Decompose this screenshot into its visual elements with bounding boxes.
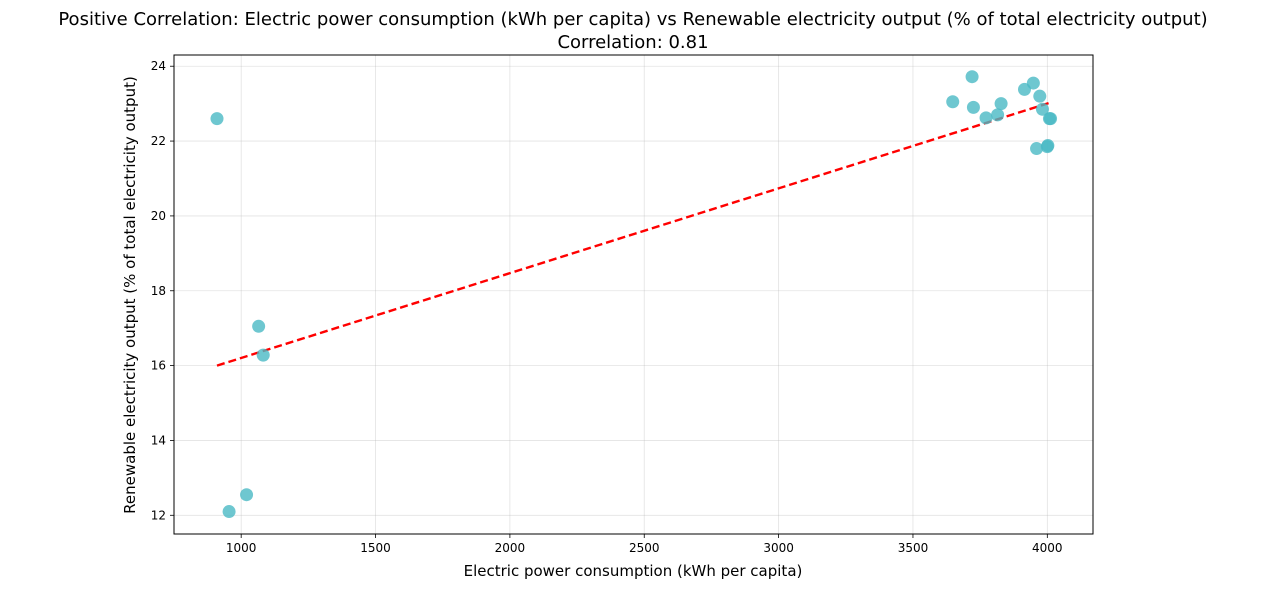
- scatter-point: [1035, 102, 1049, 116]
- scatter-point: [979, 111, 993, 125]
- x-tick-label: 3500: [898, 541, 929, 555]
- y-tick-label: 16: [151, 359, 166, 373]
- scatter-point: [252, 319, 266, 333]
- x-tick-label: 2500: [629, 541, 660, 555]
- plot-frame: [173, 54, 1094, 535]
- trendline-layer: [216, 101, 1051, 367]
- chart-title: Positive Correlation: Electric power con…: [58, 9, 1207, 30]
- scatter-point: [946, 95, 960, 109]
- scatter-point: [210, 112, 224, 126]
- ticks-layer: 1000 1500 2000 2500 3000 3500 4000 12 14 16 18 20 22…: [151, 59, 1063, 555]
- x-tick-label: 3000: [763, 541, 794, 555]
- grid: [174, 55, 1093, 534]
- y-axis-label: Renewable electricity output (% of total…: [121, 76, 139, 514]
- x-tick-label: 1500: [360, 541, 391, 555]
- scatter-point: [994, 97, 1008, 111]
- x-tick-label: 2000: [495, 541, 526, 555]
- points-layer: [210, 70, 1058, 519]
- scatter-point: [1026, 76, 1040, 90]
- x-tick-label: 4000: [1032, 541, 1063, 555]
- y-tick-label: 14: [151, 433, 166, 447]
- trendline: [216, 101, 1051, 367]
- scatter-point: [1033, 89, 1047, 103]
- y-tick-label: 12: [151, 508, 166, 522]
- scatter-point: [965, 70, 979, 84]
- scatter-point: [1041, 139, 1055, 153]
- scatter-point: [222, 505, 236, 519]
- x-tick-label: 1000: [226, 541, 257, 555]
- scatter-point: [1030, 142, 1044, 156]
- chart-subtitle: Correlation: 0.81: [557, 32, 708, 53]
- y-tick-label: 24: [151, 59, 166, 73]
- y-tick-label: 22: [151, 134, 166, 148]
- scatter-point: [256, 348, 270, 362]
- scatter-point: [1044, 112, 1058, 126]
- y-tick-label: 20: [151, 209, 166, 223]
- scatter-point: [966, 100, 980, 114]
- y-tick-label: 18: [151, 284, 166, 298]
- scatter-point: [991, 108, 1005, 122]
- scatter-point: [240, 488, 254, 502]
- x-axis-label: Electric power consumption (kWh per capi…: [464, 562, 803, 580]
